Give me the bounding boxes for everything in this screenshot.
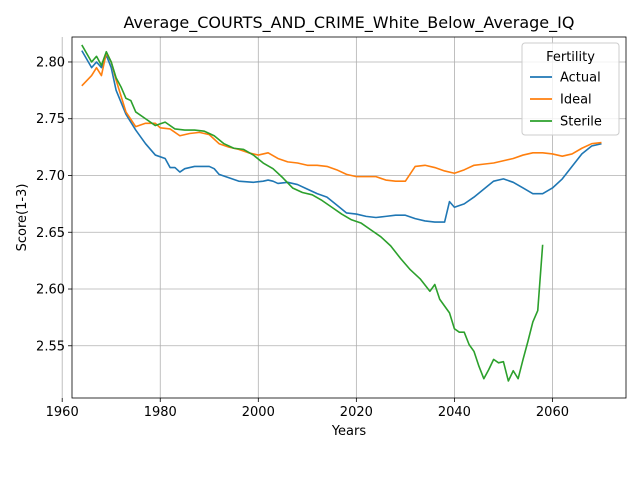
- y-tick-label: 2.60: [36, 283, 65, 298]
- x-tick-label: 2000: [242, 405, 275, 420]
- x-axis-label: Years: [331, 424, 367, 439]
- legend-box: [521, 42, 620, 136]
- legend-label-ideal: Ideal: [560, 93, 592, 108]
- y-axis-label: Score(1-3): [15, 184, 30, 252]
- legend-label-sterile: Sterile: [560, 115, 602, 130]
- series-line-actual: [81, 50, 602, 223]
- legend-title: Fertility: [546, 50, 595, 65]
- x-tick-label: 1980: [144, 405, 177, 420]
- y-tick-label: 2.65: [36, 226, 65, 241]
- plot-frame: [71, 36, 627, 399]
- x-tick-label: 1960: [46, 405, 79, 420]
- x-tick-label: 2040: [438, 405, 471, 420]
- x-tick-label: 2060: [536, 405, 569, 420]
- legend-items: Actual Ideal Sterile: [530, 71, 602, 130]
- y-tick-label: 2.80: [36, 55, 65, 70]
- series-line-ideal: [81, 52, 602, 182]
- series-line-sterile: [81, 44, 544, 382]
- axis-ticks: 1960 1980 2000 2020 2040 2060 2.55 2.60 2.65 2.70…: [36, 55, 569, 420]
- legend-label-actual: Actual: [560, 71, 601, 86]
- series-lines: [81, 44, 602, 382]
- y-tick-label: 2.70: [36, 169, 65, 184]
- y-tick-label: 2.75: [36, 112, 65, 127]
- x-tick-label: 2020: [340, 405, 373, 420]
- chart-title: Average_COURTS_AND_CRIME_White_Below_Ave…: [124, 13, 575, 33]
- legend: Fertility Actual Ideal Sterile: [521, 42, 620, 136]
- y-tick-label: 2.55: [36, 339, 65, 354]
